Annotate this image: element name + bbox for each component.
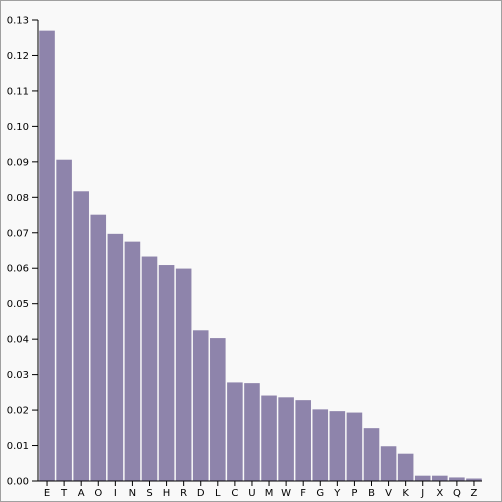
y-tick-label-0: 0.00 [7, 477, 29, 488]
bar-K [397, 453, 414, 481]
bar-G [312, 409, 329, 481]
bar-T [56, 159, 72, 482]
x-tick-label-N: N [129, 488, 136, 499]
y-axis: 0.00 0.01 0.02 0.03 0.04 0.05 0.06 0.07 0.08 0.09… [7, 16, 39, 488]
y-tick-label-2: 0.02 [7, 406, 29, 417]
x-tick-label-O: O [94, 488, 102, 499]
x-tick-label-S: S [146, 488, 152, 499]
x-tick-label-P: P [351, 488, 357, 499]
bar-D [192, 330, 209, 481]
bar-Q [449, 477, 465, 481]
x-tick-label-X: X [436, 488, 443, 499]
bar-W [278, 397, 294, 481]
y-tick-label-3: 0.03 [7, 370, 29, 381]
bar-S [141, 256, 158, 481]
y-tick-label-10: 0.10 [7, 122, 29, 133]
y-tick-label-5: 0.05 [7, 299, 29, 310]
x-tick-label-Q: Q [453, 488, 461, 499]
x-tick-label-F: F [300, 488, 306, 499]
bar-E [39, 30, 55, 482]
bar-R [175, 268, 192, 481]
x-tick-label-Z: Z [471, 488, 478, 499]
bars-group [39, 30, 482, 482]
x-tick-label-R: R [180, 488, 187, 499]
x-tick-label-J: J [420, 488, 424, 499]
x-tick-label-W: W [281, 488, 291, 499]
y-tick-label-8: 0.08 [7, 193, 29, 204]
x-tick-label-U: U [248, 488, 255, 499]
bar-B [363, 428, 380, 481]
x-tick-label-V: V [385, 488, 392, 499]
bar-I [107, 233, 124, 481]
y-tick-label-7: 0.07 [7, 228, 29, 239]
x-tick-label-T: T [60, 488, 68, 499]
y-tick-label-6: 0.06 [7, 264, 29, 275]
y-tick-label-11: 0.11 [7, 86, 29, 97]
bar-N [124, 241, 141, 481]
bar-P [346, 412, 363, 481]
bar-Y [329, 411, 346, 481]
x-tick-label-Y: Y [333, 488, 341, 499]
bar-A [73, 191, 89, 481]
x-tick-label-G: G [316, 488, 324, 499]
x-tick-label-B: B [368, 488, 375, 499]
x-tick-label-H: H [163, 488, 171, 499]
bar-U [244, 383, 260, 481]
bar-J [414, 475, 431, 481]
x-tick-label-M: M [265, 488, 274, 499]
bar-V [380, 446, 397, 481]
x-tick-label-L: L [215, 488, 221, 499]
bar-C [227, 382, 243, 481]
x-tick-label-E: E [44, 488, 50, 499]
y-tick-label-1: 0.01 [7, 441, 29, 452]
x-tick-label-A: A [78, 488, 85, 499]
x-tick-label-I: I [114, 488, 117, 499]
bar-F [295, 400, 311, 481]
y-tick-label-4: 0.04 [7, 335, 29, 346]
x-tick-label-K: K [402, 488, 409, 499]
bar-L [210, 338, 226, 481]
y-tick-label-9: 0.09 [7, 157, 29, 168]
y-tick-label-12: 0.12 [7, 51, 29, 62]
bar-H [158, 265, 175, 481]
x-tick-label-C: C [231, 488, 238, 499]
bar-M [261, 395, 277, 481]
bar-X [432, 475, 448, 481]
x-tick-label-D: D [197, 488, 205, 499]
bar-Z [466, 478, 482, 481]
bar-O [90, 214, 107, 482]
y-tick-label-13: 0.13 [7, 16, 29, 27]
